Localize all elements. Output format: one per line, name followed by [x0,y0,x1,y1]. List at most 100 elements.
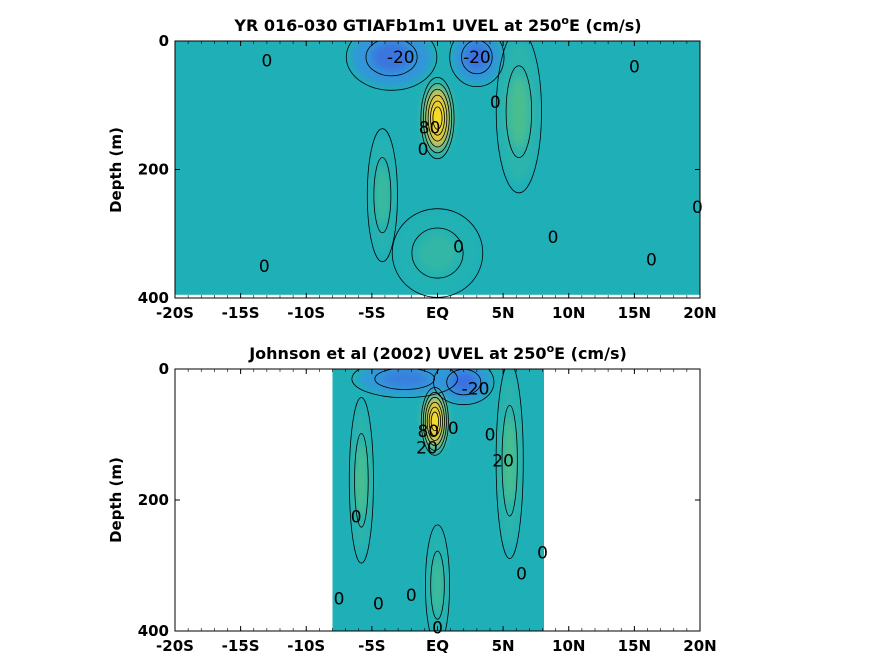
contour-line [495,369,524,559]
y-tick-label: 400 [138,289,169,307]
panel-1-title: YR 016-030 GTIAFb1m1 UVEL at 250oE (cm/s… [233,14,641,35]
contour-label: 0 [548,228,559,248]
x-tick-label: 20N [683,637,716,655]
x-tick-label: -10S [287,637,325,655]
contour-line [354,433,369,528]
contour-label: 0 [490,93,501,113]
panel-1-y-ticks: 0 200 400 [138,32,700,307]
contour-line [411,227,464,279]
contour-label: 20 [492,452,514,472]
contour-line [432,106,443,130]
x-tick-label: 5N [492,637,515,655]
contour-line [461,41,493,75]
contour-line [449,41,505,88]
y-tick-label: 0 [159,360,169,378]
x-tick-label: -10S [287,304,325,322]
panel-2-velocity-features [350,369,522,631]
x-tick-label: -20S [156,304,194,322]
x-tick-label: 5N [492,304,515,322]
x-tick-label: 20N [683,304,716,322]
panel-1-y-axis-label: Depth (m) [107,127,125,213]
y-tick-label: 200 [138,161,169,179]
x-tick-label: -5S [358,637,385,655]
panel-2-y-axis-label: Depth (m) [107,457,125,543]
contour-line [426,401,443,441]
contour-label: 0 [351,507,362,527]
contour-line [430,100,445,136]
panel-1: YR 016-030 GTIAFb1m1 UVEL at 250oE (cm/s… [107,14,717,322]
contour-line [420,77,455,160]
contour-label: 0 [646,250,657,270]
y-tick-label: 200 [138,491,169,509]
contour-line [422,82,453,154]
contour-line [374,369,435,390]
contour-label: 80 [419,119,441,139]
x-tick-label: EQ [426,637,449,655]
x-tick-label: EQ [426,304,449,322]
contour-line [351,369,458,399]
contour-line [495,41,542,194]
contour-line [424,396,445,446]
contour-line [345,41,438,91]
velocity-feature [509,76,529,148]
contour-line [428,406,441,437]
velocity-feature [375,166,389,225]
velocity-feature [503,418,516,504]
contour-line [425,524,450,631]
contour-line [501,404,518,517]
y-tick-label: 0 [159,32,169,50]
contour-label: 0 [373,594,384,614]
panel-2-field [332,369,544,631]
panel-1-x-ticks: -20S -15S -10S -5S EQ 5N 10N 15N 20N [156,41,717,322]
contour-label: 0 [537,543,548,563]
panel-2: Johnson et al (2002) UVEL at 250oE (cm/s… [107,342,717,655]
contour-line [425,88,450,148]
contour-line [430,411,440,432]
contour-line [373,157,392,234]
panel-1-velocity-features [352,41,539,292]
contour-line [430,550,445,620]
velocity-feature [432,415,438,428]
contour-label: 0 [629,58,640,78]
contour-label: 0 [334,589,345,609]
contour-label: 0 [453,238,464,258]
x-tick-label: -15S [222,304,260,322]
velocity-feature [371,42,412,72]
velocity-feature [381,370,428,388]
panel-2-title: Johnson et al (2002) UVEL at 250oE (cm/s… [248,342,627,363]
x-tick-label: 15N [618,637,651,655]
contour-label: -20 [463,48,491,68]
velocity-feature [356,444,367,517]
velocity-feature [434,111,441,126]
x-tick-label: 15N [618,304,651,322]
contour-label: 0 [406,586,417,606]
contour-label: -20 [462,380,490,400]
x-tick-label: 10N [552,304,585,322]
contour-label: 0 [261,51,272,71]
contour-line [366,128,398,263]
x-tick-label: 10N [552,637,585,655]
contour-label: 80 [417,422,439,442]
velocity-feature [432,558,443,612]
contour-line [422,392,447,451]
x-tick-label: -20S [156,637,194,655]
contour-line [433,369,495,406]
velocity-feature [465,44,489,70]
x-tick-label: -15S [222,637,260,655]
panel-2-contours [348,369,524,631]
panel-1-contours [345,41,542,298]
contour-line [420,387,449,456]
panel-1-field [175,41,700,298]
contour-label: 20 [416,439,438,459]
panel-2-x-ticks: -20S -15S -10S -5S EQ 5N 10N 15N 20N [156,369,717,655]
contour-label: 0 [692,198,703,218]
contour-label: 0 [485,426,496,446]
contour-label: 0 [448,419,459,439]
velocity-feature [417,233,458,273]
